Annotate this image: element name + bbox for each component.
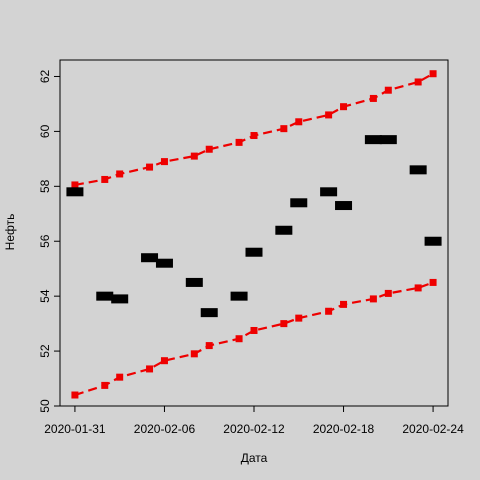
data-point [424,236,442,246]
lower-bound-point [101,381,109,389]
x-tick-label: 2020-02-12 [223,422,285,436]
data-point [155,258,173,268]
data-point [290,198,308,208]
data-point [275,225,293,235]
upper-bound-point [205,145,213,153]
data-point [364,135,382,145]
lower-bound-point [340,300,348,308]
lower-bound-point [369,295,377,303]
x-tick-label: 2020-02-24 [402,422,464,436]
data-points [66,135,442,318]
x-tick-label: 2020-02-18 [313,422,375,436]
data-point [335,201,353,211]
y-tick-label: 52 [38,344,52,358]
upper-bound-point [280,125,288,133]
lower-bound-point [414,284,422,292]
lower-bound-point [429,278,437,286]
bound-lines [71,70,437,399]
upper-bound-point [146,163,154,171]
data-point [111,294,129,304]
upper-bound-point [369,94,377,102]
upper-bound-point [325,111,333,119]
lower-bound-point [146,365,154,373]
upper-bound-point [250,132,258,140]
lower-bound-point [160,357,168,365]
lower-bound-point [325,307,333,315]
y-axis-label: Нефть [3,214,17,251]
plot-area-border [59,59,449,407]
data-point [66,187,84,197]
upper-bound-point [340,103,348,111]
x-tick-label: 2020-01-31 [44,422,106,436]
upper-bound-point [235,138,243,146]
upper-bound-point [71,181,79,189]
data-point [245,247,263,257]
y-axis: 50 52 54 56 58 60 62 [38,69,60,413]
lower-bound-point [250,326,258,334]
upper-bound-point [160,158,168,166]
upper-bound-point [429,70,437,78]
data-point [185,277,203,287]
upper-bound-point [101,175,109,183]
data-point [379,135,397,145]
upper-bound-point [414,78,422,86]
upper-bound-point [190,152,198,160]
data-point [230,291,248,301]
y-tick-label: 58 [38,179,52,193]
upper-bound-line [74,72,434,187]
y-tick-label: 60 [38,124,52,138]
data-point [409,165,427,175]
upper-bound-point [295,118,303,126]
lower-bound-point [295,314,303,322]
lower-bound-point [205,342,213,350]
lower-bound-point [235,335,243,343]
lower-bound-point [71,391,79,399]
lower-bound-line [74,281,434,397]
x-axis: 2020-01-31 2020-02-06 2020-02-12 2020-02-18… [44,406,464,436]
x-tick-label: 2020-02-06 [134,422,196,436]
y-tick-label: 56 [38,234,52,248]
y-tick-label: 50 [38,399,52,413]
data-point [96,291,114,301]
upper-bound-point [116,170,124,178]
upper-bound-point [384,86,392,94]
y-tick-label: 54 [38,289,52,303]
data-point [200,308,218,318]
lower-bound-point [280,320,288,328]
lower-bound-point [384,289,392,297]
data-point [141,253,159,263]
data-point [320,187,338,197]
lower-bound-point [116,373,124,381]
x-axis-label: Дата [241,451,268,465]
y-tick-label: 62 [38,69,52,83]
lower-bound-point [190,350,198,358]
